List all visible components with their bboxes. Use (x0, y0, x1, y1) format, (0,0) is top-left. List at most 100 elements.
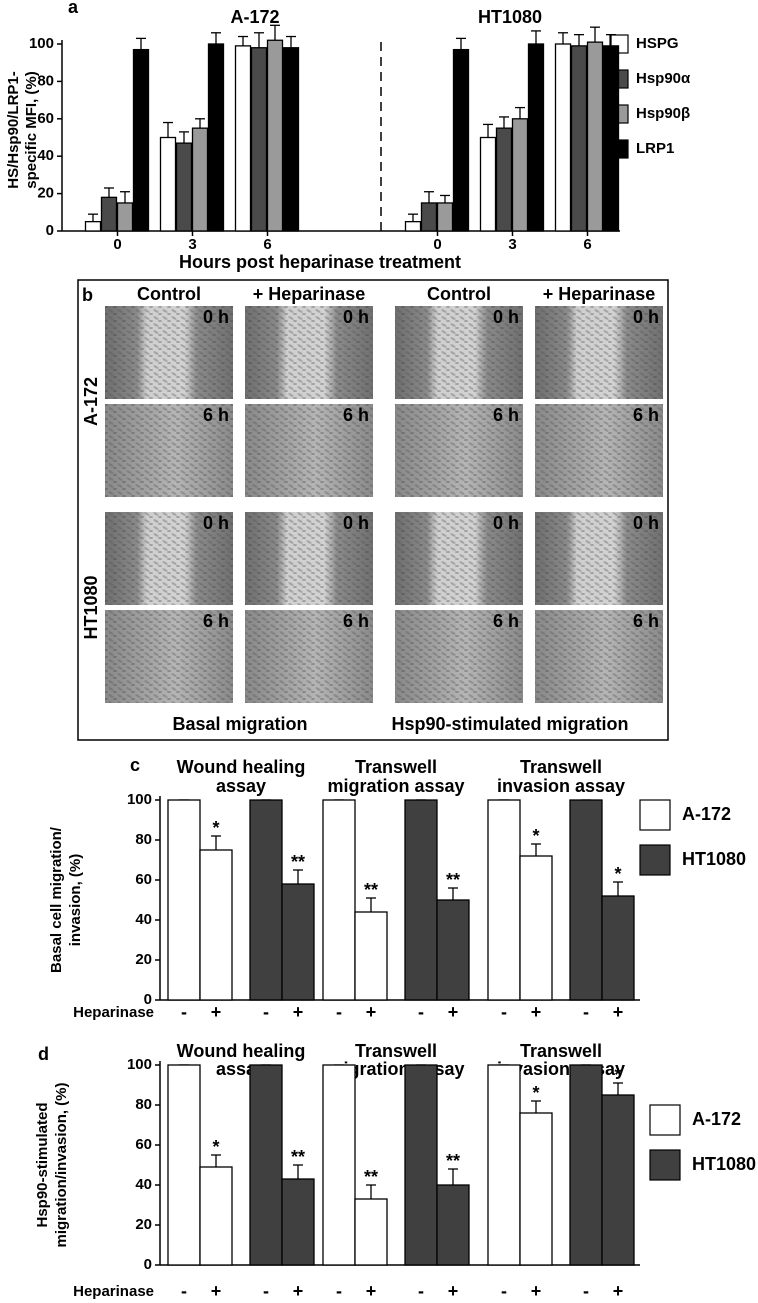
row-label: A-172 (81, 377, 101, 426)
bar (436, 899, 470, 1001)
column-header: + Heparinase (253, 284, 366, 304)
treatment-label: - (583, 1002, 589, 1022)
bar (452, 48, 470, 232)
micrograph-texture (535, 404, 663, 497)
legend-label: A-172 (682, 804, 731, 824)
y-tick-label: 100 (127, 1056, 152, 1073)
y-axis-label: HS/Hsp90/LRP1- (5, 71, 22, 189)
x-axis-label: Heparinase (73, 1004, 154, 1021)
y-tick-label: 40 (37, 147, 54, 164)
y-axis-label: invasion, (%) (67, 854, 84, 947)
group-title: migration assay (327, 776, 464, 796)
caption: Hsp90-stimulated migration (391, 714, 628, 734)
treatment-label: + (448, 1002, 459, 1022)
bar (100, 196, 118, 232)
significance-label: ** (291, 1147, 305, 1167)
bar (132, 48, 150, 232)
time-label: 0 h (203, 307, 229, 327)
micrograph-texture (535, 512, 663, 605)
y-tick-label: 40 (135, 911, 152, 928)
treatment-label: - (418, 1002, 424, 1022)
group-title: assay (216, 776, 266, 796)
treatment-label: + (448, 1281, 459, 1301)
micrograph-texture (535, 610, 663, 703)
treatment-label: - (336, 1002, 342, 1022)
treatment-label: + (613, 1002, 624, 1022)
y-axis-label: Basal cell migration/ (48, 826, 65, 973)
treatment-label: + (211, 1281, 222, 1301)
treatment-label: + (531, 1281, 542, 1301)
treatment-label: - (501, 1002, 507, 1022)
treatment-label: - (263, 1002, 269, 1022)
treatment-label: + (366, 1002, 377, 1022)
legend-swatch (639, 799, 671, 831)
significance-label: * (532, 1083, 539, 1103)
legend-label: HSPG (636, 35, 679, 52)
y-axis-label: specific MFI, (%) (23, 71, 40, 189)
treatment-label: + (531, 1002, 542, 1022)
y-tick-label: 60 (135, 1136, 152, 1153)
time-label: 0 h (343, 513, 369, 533)
bar (487, 1064, 521, 1266)
legend-swatch (649, 1104, 681, 1136)
x-tick-label: 3 (188, 236, 196, 253)
time-label: 6 h (493, 405, 519, 425)
treatment-label: - (336, 1281, 342, 1301)
column-header: Control (427, 284, 491, 304)
treatment-label: + (366, 1281, 377, 1301)
bar (404, 220, 422, 232)
y-axis-label: Hsp90-stimulated (34, 1102, 51, 1227)
treatment-label: + (293, 1281, 304, 1301)
significance-label: * (614, 1065, 621, 1085)
group-title: Transwell (355, 1041, 437, 1061)
micrograph-texture (395, 404, 523, 497)
group-title: HT1080 (478, 7, 542, 27)
bar (511, 118, 529, 232)
x-tick-label: 0 (433, 236, 441, 253)
bar (281, 883, 315, 1001)
group-title: Transwell (355, 757, 437, 777)
treatment-label: + (613, 1281, 624, 1301)
micrograph-texture (535, 306, 663, 399)
bar (601, 895, 635, 1001)
bar (116, 202, 134, 232)
bar (281, 1178, 315, 1266)
bar (519, 855, 553, 1001)
bar (586, 41, 604, 232)
time-label: 6 h (203, 405, 229, 425)
bar (479, 136, 497, 232)
bar (404, 1064, 438, 1266)
group-title: invasion assay (497, 776, 625, 796)
y-axis-label: migration/invasion, (%) (53, 1082, 70, 1247)
bar (519, 1112, 553, 1266)
legend-label: HT1080 (682, 849, 746, 869)
y-tick-label: 20 (37, 185, 54, 202)
bar (249, 1064, 283, 1266)
micrograph-texture (245, 512, 373, 605)
bar (167, 1064, 201, 1266)
micrograph-texture (395, 306, 523, 399)
bar (199, 1166, 233, 1266)
bar (234, 45, 252, 232)
bar (569, 1064, 603, 1266)
micrograph-texture (395, 610, 523, 703)
time-label: 6 h (203, 611, 229, 631)
y-tick-label: 40 (135, 1176, 152, 1193)
time-label: 6 h (633, 405, 659, 425)
bar (266, 39, 284, 232)
y-tick-label: 60 (37, 110, 54, 127)
y-tick-label: 20 (135, 951, 152, 968)
significance-label: ** (364, 1167, 378, 1187)
y-tick-label: 20 (135, 1216, 152, 1233)
significance-label: * (532, 826, 539, 846)
significance-label: * (212, 818, 219, 838)
y-tick-label: 100 (127, 791, 152, 808)
y-tick-label: 0 (46, 222, 54, 239)
legend-label: LRP1 (636, 140, 674, 157)
bar (250, 47, 268, 232)
legend-label: HT1080 (692, 1154, 756, 1174)
micrograph-texture (395, 512, 523, 605)
micrograph-texture (105, 404, 233, 497)
x-tick-label: 6 (263, 236, 271, 253)
